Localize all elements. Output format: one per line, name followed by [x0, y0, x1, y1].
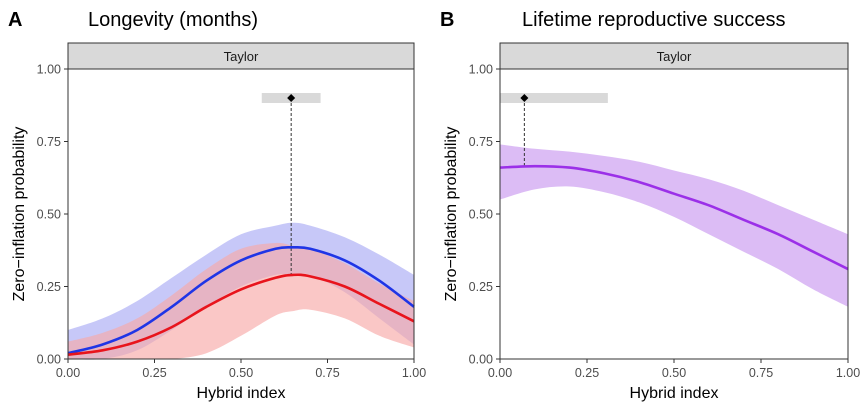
- plot-border: [67, 68, 415, 360]
- y-axis-title: Zero−inflation probability: [11, 127, 28, 302]
- y-tick-label: 1.00: [469, 63, 493, 77]
- blue-series-line: [67, 245, 415, 355]
- x-tick-label: 0.00: [56, 366, 80, 380]
- purple-series-line: [499, 164, 849, 271]
- facet-strip-label: Taylor: [224, 49, 259, 64]
- panel-letter: B: [440, 9, 454, 31]
- panel-title: Longevity (months): [88, 9, 258, 31]
- facet-strip-label: Taylor: [657, 49, 692, 64]
- y-tick-label: 0.25: [37, 280, 61, 294]
- plot-area: 0.00 0.25 0.50 0.75 1.00 0.00 0.25 0.50 0.75 1.00: [37, 63, 427, 381]
- x-tick-label: 0.50: [229, 366, 253, 380]
- estimate-interval-bar: [500, 93, 608, 103]
- estimate-point-marker: [520, 94, 529, 102]
- x-tick-label: 0.75: [749, 366, 773, 380]
- red-series-line: [67, 273, 415, 356]
- purple-confidence-band: [500, 144, 848, 307]
- y-tick-label: 1.00: [37, 63, 61, 77]
- estimate-point-marker: [287, 94, 296, 102]
- y-tick-label: 0.00: [469, 353, 493, 367]
- plot-border: [499, 68, 849, 360]
- red-confidence-band: [68, 242, 414, 360]
- x-axis-title: Hybrid index: [197, 385, 286, 402]
- x-tick-label: 0.75: [315, 366, 339, 380]
- y-tick-label: 0.00: [37, 353, 61, 367]
- panel-a: A Longevity (months) Taylor 0.00 0.25 0.50…: [8, 9, 426, 402]
- x-axis-title: Hybrid index: [630, 385, 719, 402]
- facet-strip: [499, 42, 849, 70]
- y-tick-label: 0.50: [469, 208, 493, 222]
- plot-area: 0.00 0.25 0.50 0.75 1.00 0.00 0.25 0.50 0.75 1.00: [469, 63, 861, 381]
- y-tick-label: 0.25: [469, 280, 493, 294]
- y-tick-label: 0.75: [37, 135, 61, 149]
- y-tick-label: 0.50: [37, 208, 61, 222]
- x-tick-label: 0.00: [488, 366, 512, 380]
- panel-title: Lifetime reproductive success: [522, 9, 785, 31]
- x-tick-label: 0.25: [575, 366, 599, 380]
- y-axis-title: Zero−inflation probability: [443, 127, 460, 302]
- panel-b: B Lifetime reproductive success Taylor 0…: [440, 9, 860, 402]
- x-tick-label: 1.00: [402, 366, 426, 380]
- y-tick-label: 0.75: [469, 135, 493, 149]
- x-tick-label: 1.00: [836, 366, 860, 380]
- x-tick-label: 0.25: [142, 366, 166, 380]
- panel-letter: A: [8, 9, 22, 31]
- facet-strip: [67, 42, 415, 70]
- x-tick-label: 0.50: [662, 366, 686, 380]
